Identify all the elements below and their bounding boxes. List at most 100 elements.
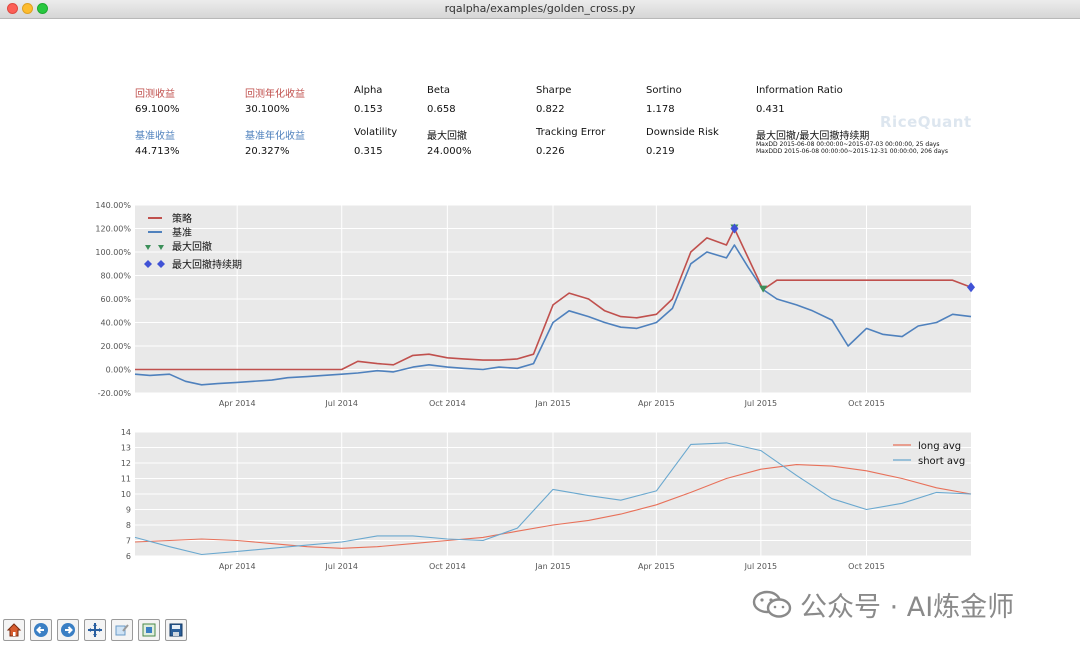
legend-drawdown-label: 最大回撤 <box>172 240 212 253</box>
y-tick-label: 13 <box>121 444 131 453</box>
x-tick-label: Apr 2014 <box>219 562 256 571</box>
stat-label: 回测收益 <box>135 89 175 100</box>
returns-chart: -20.00% 0.00% 20.00% 40.00% 60.00% 80.00% 100.… <box>95 201 975 408</box>
stat-value: 20.327% <box>245 146 290 157</box>
stat-label: Volatility <box>354 127 398 138</box>
y-tick-label: 11 <box>121 475 131 484</box>
minimize-window-button[interactable] <box>22 3 33 14</box>
subplots-button[interactable] <box>138 619 160 641</box>
home-button[interactable] <box>3 619 25 641</box>
legend-strategy-label: 策略 <box>172 212 192 225</box>
x-tick-label: Oct 2014 <box>429 562 466 571</box>
watermark-text: 公众号 · AI炼金师 <box>800 591 1015 623</box>
home-icon <box>6 623 22 637</box>
maxdd-text: MaxDD 2015-06-08 00:00:00~2015-07-03 00:… <box>756 141 940 148</box>
x-tick-label: Oct 2014 <box>429 399 466 408</box>
x-tick-label: Jan 2015 <box>534 562 570 571</box>
stat-value: 0.431 <box>756 104 785 115</box>
short-avg-line <box>134 442 972 556</box>
x-tick-label: Oct 2015 <box>848 562 885 571</box>
legend-short-avg-label: short avg <box>918 456 965 467</box>
x-tick-label: Apr 2015 <box>638 399 675 408</box>
pan-icon <box>88 623 102 637</box>
pan-button[interactable] <box>84 619 106 641</box>
legend-drawdown-marker <box>158 245 164 250</box>
max-drawdown-duration-marker <box>730 223 739 234</box>
x-tick-label: Apr 2014 <box>219 399 256 408</box>
zoom-button[interactable] <box>111 619 133 641</box>
zoom-icon <box>115 624 129 636</box>
stat-label: Beta <box>427 85 451 96</box>
y-tick-label: 120.00% <box>95 225 131 234</box>
maxddd-text: MaxDDD 2015-06-08 00:00:00~2015-12-31 00… <box>756 148 948 155</box>
x-tick-label: Jul 2015 <box>744 562 778 571</box>
x-tick-label: Jan 2015 <box>534 399 570 408</box>
stat-label: Information Ratio <box>756 85 843 96</box>
y-tick-label: -20.00% <box>98 389 132 398</box>
benchmark-line <box>134 244 972 386</box>
wechat-icon <box>752 590 792 618</box>
stat-value: 0.822 <box>536 104 565 115</box>
legend-drawdown-marker <box>145 245 151 250</box>
stat-value: 0.219 <box>646 146 675 157</box>
stat-value: 0.153 <box>354 104 383 115</box>
stat-label: Alpha <box>354 85 383 96</box>
stat-value: 0.226 <box>536 146 565 157</box>
close-window-button[interactable] <box>7 3 18 14</box>
y-tick-label: 12 <box>121 459 131 468</box>
legend-duration-label: 最大回撤持续期 <box>172 258 242 271</box>
subplots-icon <box>142 623 156 637</box>
y-tick-label: 7 <box>126 537 131 546</box>
zoom-window-button[interactable] <box>37 3 48 14</box>
stat-label: 最大回撤/最大回撤持续期 <box>756 131 870 142</box>
stat-label: Tracking Error <box>536 127 606 138</box>
save-icon <box>169 623 183 637</box>
max-drawdown-duration-marker <box>967 282 975 293</box>
ricequant-logo: RiceQuant <box>880 113 972 131</box>
forward-icon <box>61 623 75 637</box>
window-titlebar: rqalpha/examples/golden_cross.py <box>0 0 1080 19</box>
stat-value: 30.100% <box>245 104 290 115</box>
y-tick-label: 10 <box>121 490 131 499</box>
stat-label: 回测年化收益 <box>245 89 305 100</box>
stat-label: Sortino <box>646 85 682 96</box>
y-tick-label: 100.00% <box>95 248 131 257</box>
y-tick-label: 20.00% <box>100 342 131 351</box>
window-title: rqalpha/examples/golden_cross.py <box>444 2 636 15</box>
back-icon <box>34 623 48 637</box>
stat-label: 最大回撤 <box>427 131 467 142</box>
y-tick-label: 6 <box>126 552 131 561</box>
watermark: 公众号 · AI炼金师 <box>752 586 1015 623</box>
y-tick-label: 60.00% <box>100 295 131 304</box>
x-tick-label: Jul 2015 <box>744 399 778 408</box>
stat-value: 1.178 <box>646 104 675 115</box>
forward-button[interactable] <box>57 619 79 641</box>
stat-value: 24.000% <box>427 146 472 157</box>
long-avg-line <box>134 464 972 549</box>
y-tick-label: 40.00% <box>100 319 131 328</box>
legend-long-avg-label: long avg <box>918 441 961 452</box>
back-button[interactable] <box>30 619 52 641</box>
legend-benchmark-label: 基准 <box>172 226 192 239</box>
stat-label: 基准收益 <box>135 131 175 142</box>
strategy-line <box>135 227 972 371</box>
y-tick-label: 9 <box>126 506 131 515</box>
x-tick-label: Oct 2015 <box>848 399 885 408</box>
y-tick-label: 0.00% <box>106 366 132 375</box>
legend-duration-marker <box>157 260 165 268</box>
stat-value: 0.315 <box>354 146 383 157</box>
save-button[interactable] <box>165 619 187 641</box>
moving-average-chart: 6 7 8 9 10 11 12 13 14 Apr 2014 Jul 2014 Oct 2014 Ja… <box>121 428 972 571</box>
stat-label: Downside Risk <box>646 127 719 138</box>
y-tick-label: 8 <box>126 521 131 530</box>
stat-value: 0.658 <box>427 104 456 115</box>
legend-duration-marker <box>144 260 152 268</box>
y-tick-label: 14 <box>121 428 131 437</box>
max-drawdown-marker <box>759 285 768 293</box>
stat-value: 44.713% <box>135 146 180 157</box>
y-tick-label: 140.00% <box>95 201 131 210</box>
y-tick-label: 80.00% <box>100 272 131 281</box>
x-tick-label: Apr 2015 <box>638 562 675 571</box>
stat-value: 69.100% <box>135 104 180 115</box>
